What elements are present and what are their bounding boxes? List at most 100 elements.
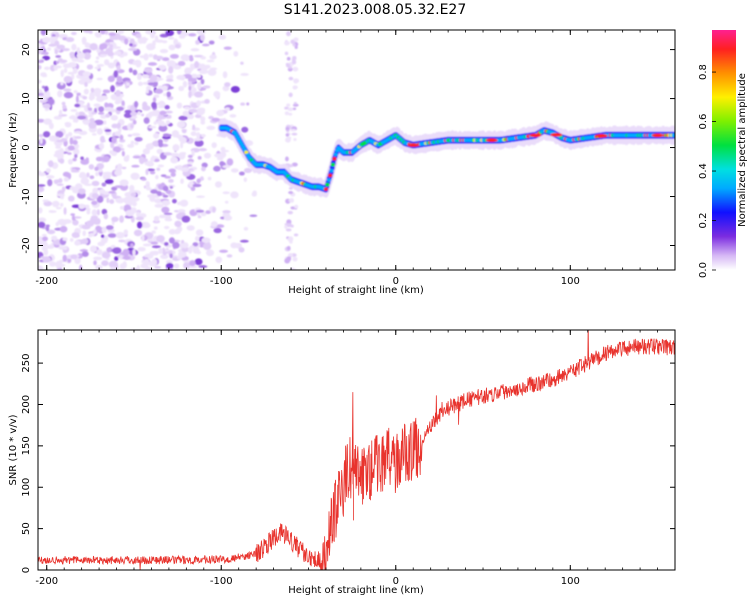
spectrogram-noise-blob	[183, 106, 191, 110]
spectrogram-noise-blob	[112, 46, 121, 50]
spectrogram-noise-blob	[164, 242, 169, 246]
spectrogram-noise-blob	[156, 167, 161, 171]
spectrogram-noise-blob	[154, 35, 159, 43]
spectrogram-noise-blob	[127, 134, 133, 137]
spectrogram-noise-blob	[62, 254, 68, 262]
spectrogram-noise-blob	[145, 89, 149, 94]
spectrogram-noise-blob	[110, 85, 115, 93]
spectrogram-noise-blob	[291, 59, 297, 65]
spectrogram-noise-blob	[198, 265, 208, 268]
spectrogram-noise-blob	[148, 53, 154, 58]
spectrogram-ridge-core	[325, 182, 330, 187]
colorbar-tick-label: 0.0	[698, 262, 709, 278]
spectrogram-noise-blob	[142, 148, 150, 155]
spectrogram-noise-blob	[56, 82, 66, 90]
spectrogram-noise-blob	[88, 30, 93, 34]
spectrogram-noise-blob	[107, 75, 115, 83]
spectrogram-noise-blob	[115, 231, 125, 239]
spectrogram-noise-blob	[138, 156, 145, 165]
spectrogram-noise-blob	[124, 192, 132, 198]
spectrogram-noise-blob	[164, 105, 170, 110]
snr-y-tick-label: 0	[21, 567, 32, 573]
spectrogram-noise-blob	[120, 147, 125, 151]
spectrogram-noise-blob	[173, 65, 182, 70]
spectrogram-noise-blob	[117, 163, 123, 170]
spectrogram-noise-blob	[189, 245, 195, 249]
spectrogram-noise-blob	[159, 100, 165, 105]
spectrogram-noise-blob	[117, 30, 125, 34]
spectrogram-ridge-core	[327, 173, 333, 178]
spectrogram-noise-blob	[111, 123, 119, 129]
spectrogram-noise-blob	[187, 154, 193, 159]
spectrogram-noise-blob	[164, 214, 172, 220]
spectrogram-noise-blob	[131, 132, 141, 137]
spectrogram-y-tick-label: 20	[21, 43, 32, 56]
spectrogram-noise-blob	[132, 60, 137, 66]
spectrogram-noise-blob	[86, 209, 91, 215]
spectrogram-noise-blob	[38, 170, 42, 176]
spectrogram-noise-blob	[153, 94, 160, 99]
spectrogram-noise-blob	[38, 118, 45, 123]
spectrogram-noise-blob	[127, 143, 135, 148]
spectrogram-noise-blob	[96, 77, 103, 81]
spectrogram-noise-blob	[230, 191, 239, 199]
spectrogram-x-tick-label: -100	[210, 276, 233, 287]
spectrogram-ridge-core	[333, 152, 338, 157]
spectrogram-noise-blob	[154, 203, 164, 208]
spectrogram-noise-blob	[96, 47, 101, 53]
spectrogram-noise-blob	[190, 48, 200, 52]
spectrogram-noise-blob	[84, 81, 88, 87]
spectrogram-noise-blob	[222, 164, 231, 169]
spectrogram-noise-blob	[133, 100, 139, 108]
spectrogram-noise-blob	[82, 71, 91, 77]
spectrogram-noise-blob	[168, 229, 176, 235]
spectrogram-noise-blob	[194, 236, 200, 242]
spectrogram-noise-blob	[290, 128, 297, 132]
spectrogram-noise-blob	[55, 55, 62, 58]
spectrogram-ridge-core	[326, 178, 331, 182]
spectrogram-noise-blob	[246, 102, 250, 106]
spectrogram-noise-blob	[123, 112, 132, 119]
colorbar-gradient	[712, 30, 736, 270]
spectrogram-noise-blob	[285, 156, 289, 162]
spectrogram-noise-blob	[115, 89, 121, 97]
spectrogram-noise-blob	[137, 247, 146, 252]
spectrogram-noise-blob	[101, 208, 108, 215]
spectrogram-noise-blob	[65, 37, 75, 43]
spectrogram-noise-blob	[176, 102, 183, 109]
spectrogram-noise-blob	[128, 47, 138, 51]
spectrogram-noise-blob	[100, 114, 107, 119]
spectrogram-noise-blob	[180, 167, 190, 173]
spectrogram-noise-blob	[292, 43, 296, 47]
spectrogram-noise-blob	[74, 103, 81, 108]
spectrogram-noise-blob	[48, 122, 54, 130]
spectrogram-noise-blob	[74, 143, 80, 149]
spectrogram-noise-blob	[165, 262, 174, 269]
spectrogram-noise-blob	[219, 249, 229, 253]
spectrogram-noise-blob	[135, 216, 144, 221]
spectrogram-noise-blob	[42, 199, 49, 203]
spectrogram-noise-blob	[188, 80, 193, 86]
spectrogram-noise-blob	[74, 240, 81, 246]
spectrogram-noise-blob	[77, 59, 85, 63]
spectrogram-noise-blob	[168, 44, 176, 51]
spectrogram-noise-blob	[47, 98, 55, 106]
spectrogram-noise-blob	[143, 53, 149, 61]
spectrogram-noise-blob	[147, 62, 158, 66]
spectrogram-noise-blob	[284, 106, 289, 110]
spectrogram-noise-blob	[119, 254, 123, 260]
spectrogram-noise-blob	[149, 74, 158, 83]
spectrogram-noise-blob	[63, 88, 72, 92]
spectrogram-noise-blob	[286, 31, 291, 37]
spectrogram-noise-blob	[219, 151, 227, 158]
spectrogram-noise-blob	[151, 245, 161, 249]
spectrogram-noise-blob	[131, 201, 137, 207]
spectrogram-noise-blob	[94, 60, 99, 64]
spectrogram-noise-blob	[151, 101, 157, 109]
spectrogram-noise-blob	[215, 256, 223, 264]
spectrogram-noise-blob	[94, 31, 102, 37]
spectrogram-noise-blob	[184, 67, 192, 75]
spectrogram-noise-blob	[284, 225, 288, 229]
spectrogram-noise-blob	[159, 110, 167, 116]
spectrogram-noise-blob	[174, 44, 181, 49]
